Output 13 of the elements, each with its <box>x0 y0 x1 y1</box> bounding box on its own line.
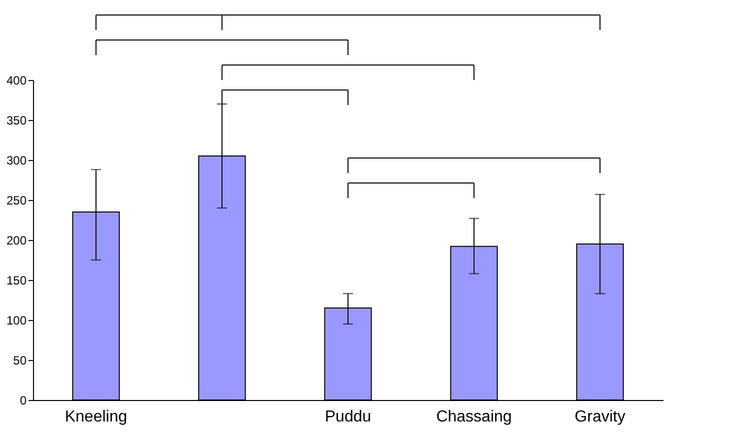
x-tick-label: Chassaing <box>436 408 512 426</box>
y-tick-label: 0 <box>20 394 27 408</box>
y-tick-label: 100 <box>6 314 27 328</box>
y-tick-label: 50 <box>13 354 27 368</box>
y-tick-label: 200 <box>6 234 27 248</box>
y-tick-label: 400 <box>6 74 27 88</box>
x-tick-label: Puddu <box>324 408 372 426</box>
y-tick-label: 350 <box>6 114 27 128</box>
y-tick-label: 150 <box>6 274 27 288</box>
y-tick-label: 250 <box>6 194 27 208</box>
x-tick-label: Kneeling <box>64 408 128 426</box>
y-tick-label: 300 <box>6 154 27 168</box>
x-tick-label: Gravity <box>574 408 626 426</box>
